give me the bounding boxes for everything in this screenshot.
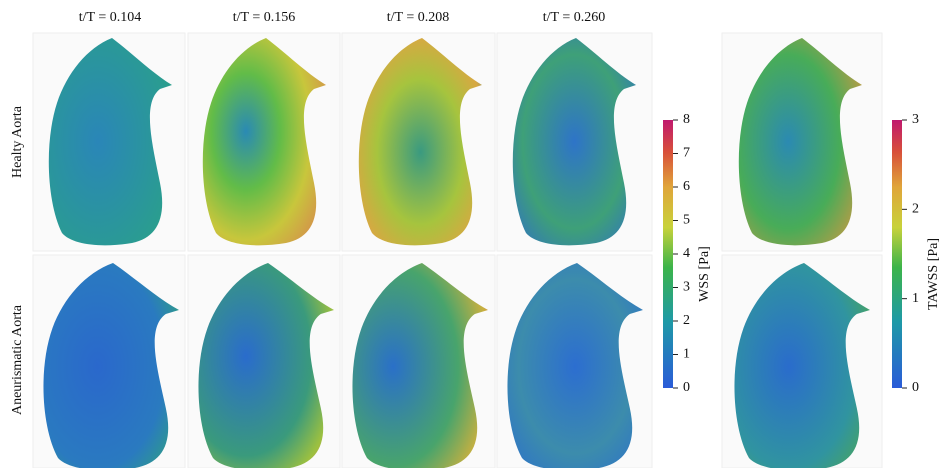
tick-label: 3 — [912, 112, 919, 127]
tick-label: 7 — [683, 146, 690, 161]
tick-label: 2 — [683, 313, 690, 328]
column-title: t/T = 0.260 — [543, 10, 605, 25]
tick-label: 1 — [683, 347, 690, 362]
tick-label: 4 — [683, 246, 690, 261]
colorbar — [892, 120, 902, 388]
figure: t/T = 0.104 t/T = 0.156 t/T = 0.208 t/T … — [0, 0, 949, 468]
tick-label: 0 — [683, 380, 690, 395]
tick-label: 0 — [912, 380, 919, 395]
colorbar-label: WSS [Pa] — [697, 246, 712, 302]
tick-label: 3 — [683, 280, 690, 295]
tick-label: 1 — [912, 291, 919, 306]
colorbar-label: TAWSS [Pa] — [926, 238, 941, 310]
tick-label: 5 — [683, 213, 690, 228]
tick-label: 2 — [912, 202, 919, 217]
tick-label: 8 — [683, 112, 690, 127]
row-title: Aneurismatic Aorta — [10, 304, 25, 415]
column-title: t/T = 0.208 — [387, 10, 449, 25]
colorbar — [663, 120, 673, 388]
tick-label: 6 — [683, 179, 690, 194]
column-title: t/T = 0.156 — [233, 10, 295, 25]
row-title: Healty Aorta — [10, 105, 25, 178]
panels — [33, 33, 882, 468]
column-title: t/T = 0.104 — [79, 10, 141, 25]
